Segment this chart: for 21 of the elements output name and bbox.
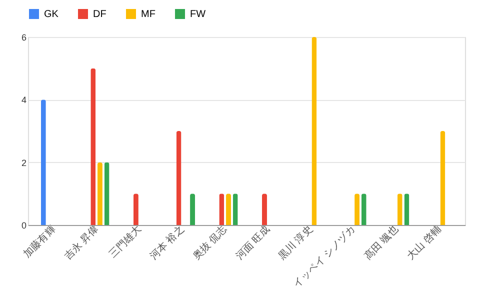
y-tick-label: 2 <box>21 158 26 168</box>
x-tick-label: 吉永 昇偉 <box>62 223 101 262</box>
x-tick-label: 大山 啓輔 <box>404 223 444 262</box>
y-tick-label: 4 <box>21 95 26 106</box>
y-tick-label: 6 <box>21 32 26 42</box>
bar <box>312 37 317 225</box>
legend-label: GK <box>44 9 59 20</box>
bar <box>176 131 182 225</box>
x-tick-label: 河面 旺成 <box>233 223 272 262</box>
bar <box>440 131 446 225</box>
x-tick-label: 黒川 淳史 <box>276 223 316 262</box>
bar <box>90 68 96 225</box>
legend-label: FW <box>190 9 206 20</box>
legend-label: DF <box>93 9 106 20</box>
x-tick-label: 髙田 颯也 <box>362 223 401 262</box>
x-tick-label: 奥抜 侃志 <box>190 223 230 262</box>
x-tick-label: 河本 裕之 <box>148 223 186 262</box>
legend-label: MF <box>141 9 156 20</box>
x-tick-label: 三門雄大 <box>106 223 144 260</box>
y-tick-label: 0 <box>21 220 26 230</box>
bar <box>40 100 46 225</box>
